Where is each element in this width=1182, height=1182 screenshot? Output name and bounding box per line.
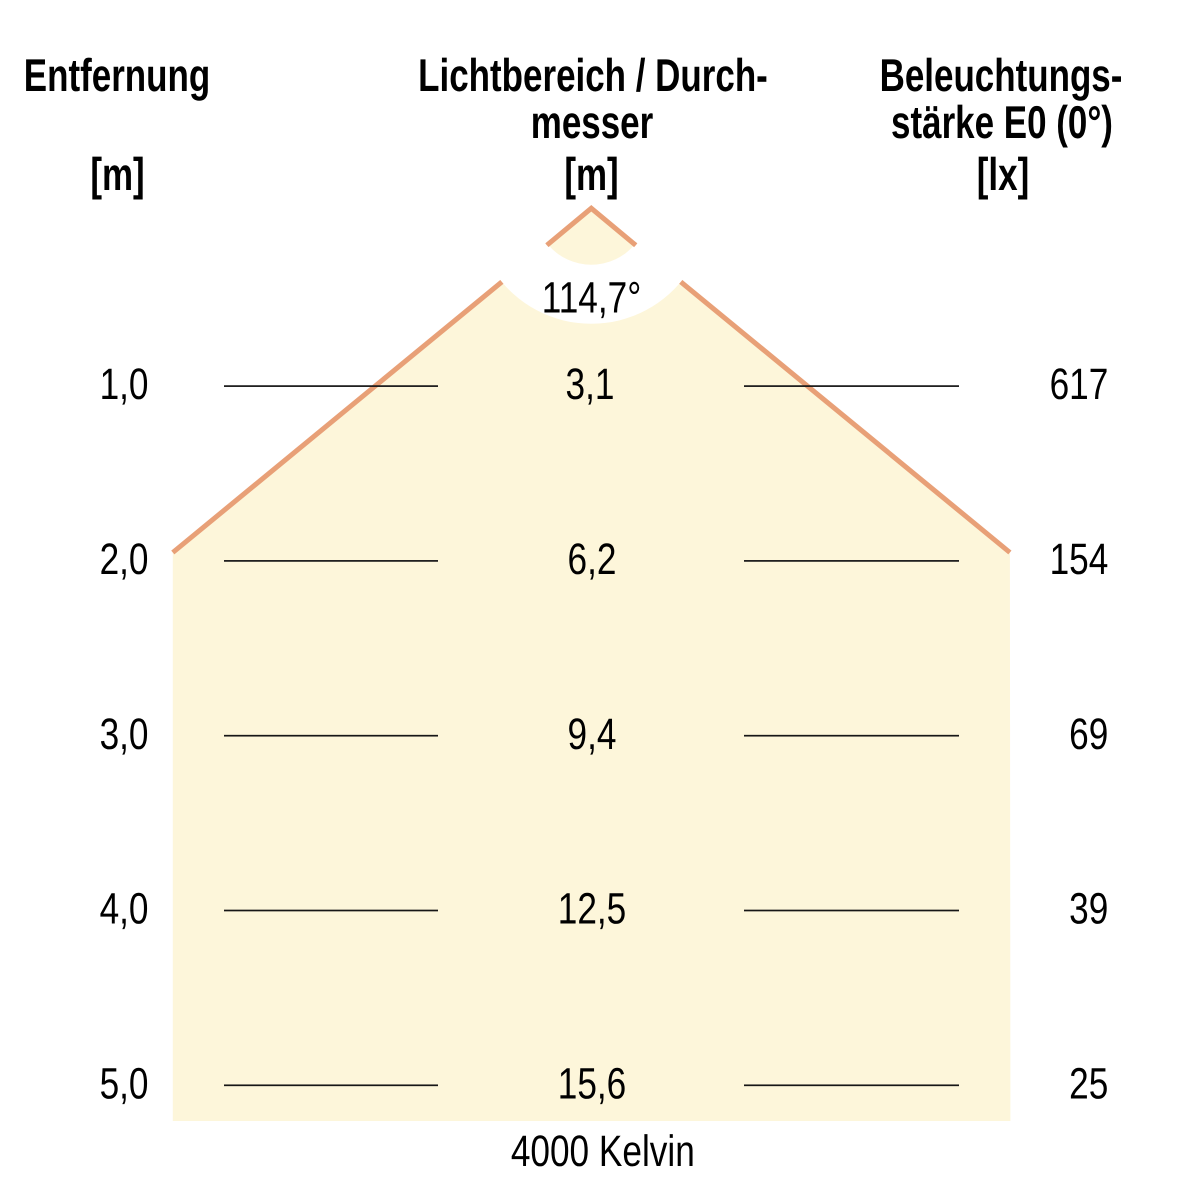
svg-text:[lx]: [lx] [977,148,1029,200]
svg-text:1,0: 1,0 [100,360,149,409]
svg-text:Entfernung: Entfernung [24,49,210,101]
svg-text:3,1: 3,1 [566,360,615,409]
svg-text:9,4: 9,4 [568,710,617,759]
svg-text:stärke E0 (0°): stärke E0 (0°) [891,96,1113,148]
svg-text:69: 69 [1069,710,1108,759]
svg-text:3,0: 3,0 [100,710,149,759]
svg-text:6,2: 6,2 [568,535,617,584]
svg-text:5,0: 5,0 [100,1059,149,1108]
svg-text:messer: messer [531,96,654,148]
svg-text:25: 25 [1069,1059,1108,1108]
svg-text:39: 39 [1069,885,1108,934]
svg-text:617: 617 [1050,360,1109,409]
svg-text:114,7°: 114,7° [542,274,642,323]
svg-text:4,0: 4,0 [100,885,149,934]
svg-text:[m]: [m] [90,148,144,200]
svg-text:15,6: 15,6 [558,1059,627,1108]
svg-text:12,5: 12,5 [558,885,627,934]
svg-text:Beleuchtungs-: Beleuchtungs- [880,49,1123,101]
svg-text:154: 154 [1050,535,1109,584]
svg-text:Lichtbereich / Durch-: Lichtbereich / Durch- [418,49,768,101]
svg-text:[m]: [m] [564,148,618,200]
svg-text:2,0: 2,0 [100,535,149,584]
svg-text:4000 Kelvin: 4000 Kelvin [511,1127,695,1176]
